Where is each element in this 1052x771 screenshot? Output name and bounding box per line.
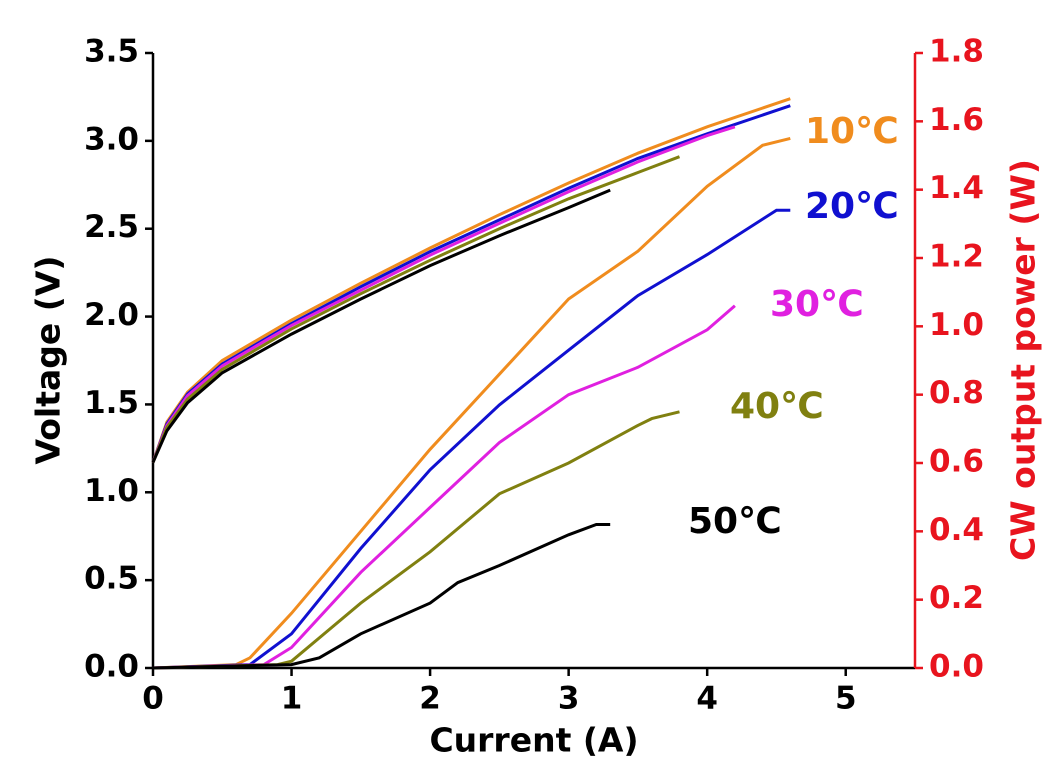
x-tick-label: 4 — [696, 681, 718, 717]
y-axis-title: Voltage (V) — [29, 256, 68, 465]
y2-tick-label: 1.4 — [929, 170, 984, 206]
y2-tick-label: 0.4 — [929, 512, 984, 548]
y-tick-label: 2.0 — [84, 297, 139, 333]
y-tick-label: 3.5 — [84, 34, 139, 70]
x-tick-label: 5 — [835, 681, 857, 717]
series-label: 20℃ — [805, 186, 899, 227]
line — [152, 410, 680, 670]
x-tick-label: 3 — [558, 681, 580, 717]
y-tick-label: 1.0 — [84, 473, 139, 509]
y2-axis-title: CW output power (W) — [1004, 159, 1043, 561]
line — [151, 104, 791, 463]
x-tick-label: 1 — [281, 681, 303, 717]
y2-tick-label: 0.2 — [929, 580, 984, 616]
line — [151, 125, 736, 463]
y2-tick-label: 1.2 — [929, 239, 984, 275]
line — [152, 304, 736, 670]
series-label: 40℃ — [730, 386, 824, 427]
y-tick-label: 2.5 — [84, 209, 139, 245]
line — [151, 188, 611, 464]
line — [151, 155, 681, 463]
y2-tick-label: 0.6 — [929, 444, 984, 480]
line — [152, 208, 791, 670]
line — [151, 97, 791, 463]
y-tick-label: 0.5 — [84, 561, 139, 597]
y2-tick-label: 1.6 — [929, 102, 984, 138]
y-tick-label: 3.0 — [84, 121, 139, 157]
series-label: 10℃ — [805, 111, 899, 152]
series-label: 50℃ — [688, 501, 782, 542]
y2-tick-label: 0.0 — [929, 649, 984, 685]
line — [152, 136, 791, 670]
x-tick-label: 0 — [142, 681, 164, 717]
y2-tick-label: 1.0 — [929, 307, 984, 343]
x-tick-label: 2 — [419, 681, 441, 717]
x-axis-title: Current (A) — [429, 721, 638, 760]
line — [152, 523, 611, 670]
y-tick-label: 0.0 — [84, 649, 139, 685]
y2-tick-label: 1.8 — [929, 34, 984, 70]
y-tick-label: 1.5 — [84, 385, 139, 421]
y2-tick-label: 0.8 — [929, 375, 984, 411]
series-label: 30℃ — [770, 284, 864, 325]
